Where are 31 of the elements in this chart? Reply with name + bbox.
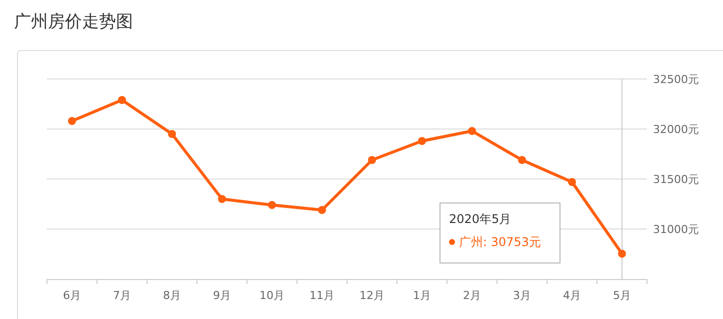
text: 广州: 30753元 [459,235,542,249]
point [568,178,576,186]
annotation: 2020年5月 [449,212,512,226]
y-tick-label: 32000元 [653,123,699,136]
x-tick-label: 5月 [613,289,631,302]
point [468,127,476,135]
chart-title: 广州房价走势图 [14,12,133,32]
point [618,250,626,258]
x-tick-label: 4月 [563,289,581,302]
point [318,206,326,214]
y-tick-label: 31500元 [653,173,699,186]
y-tick-label: 32500元 [653,73,699,86]
point [268,201,276,209]
x-tick-label: 8月 [163,289,181,302]
x-tick-label: 6月 [63,289,81,302]
point [118,96,126,104]
point [368,156,376,164]
x-tick-label: 10月 [260,289,284,302]
x-tick-label: 12月 [360,289,384,302]
x-tick-label: 3月 [513,289,531,302]
point [68,117,76,125]
point [168,130,176,138]
x-tick-label: 11月 [310,289,334,302]
point [218,195,226,203]
point [418,137,426,145]
x-tick-label: 1月 [413,289,431,302]
x-tick-label: 9月 [213,289,231,302]
point [518,156,526,164]
x-tick-label: 2月 [463,289,481,302]
x-tick-label: 7月 [113,289,131,302]
y-tick-label: 31000元 [653,223,699,236]
